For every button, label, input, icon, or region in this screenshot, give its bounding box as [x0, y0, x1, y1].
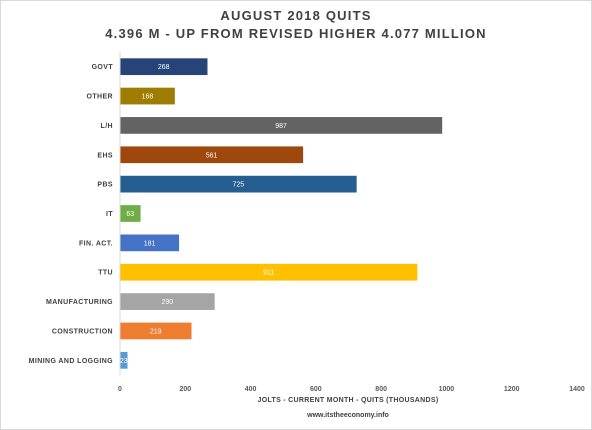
category-label: OTHER — [87, 94, 114, 101]
category-label: MANUFACTURING — [46, 299, 113, 306]
category-labels: GOVT OTHER L/H EHS PBS IT FIN. ACT. TTU MANUFACT… — [29, 64, 114, 365]
data-labels: 268 168 987 561 725 63 181 911 290 219 23 — [120, 64, 287, 365]
bar-value-label: 63 — [126, 211, 134, 218]
chart-subtitle: 4.396 M - UP FROM REVISED HIGHER 4.077 M… — [105, 26, 487, 41]
chart-title: AUGUST 2018 QUITS — [220, 8, 372, 23]
category-label: TTU — [98, 270, 113, 277]
category-label: FIN. ACT. — [79, 240, 113, 247]
x-tick-label: 1200 — [504, 386, 520, 393]
bar-ttu — [120, 263, 418, 281]
bar-value-label: 168 — [142, 94, 154, 101]
bar-l-h — [120, 117, 443, 134]
category-label: MINING AND LOGGING — [29, 358, 113, 365]
bar-other — [120, 87, 175, 105]
bar-value-label: 23 — [120, 358, 128, 365]
x-tick-label: 200 — [179, 386, 191, 393]
x-tick-label: 1400 — [569, 386, 585, 393]
source-url: www.itstheeconomy.info — [307, 412, 389, 419]
x-tick-label: 400 — [245, 386, 257, 393]
bar-value-label: 290 — [161, 299, 173, 306]
category-label: L/H — [101, 123, 113, 130]
bar-value-label: 987 — [275, 123, 287, 130]
bar-it — [120, 205, 141, 222]
category-label: EHS — [97, 152, 113, 159]
bar-manufacturing — [120, 293, 215, 310]
bar-value-label: 911 — [263, 270, 274, 277]
category-label: PBS — [97, 182, 113, 189]
bar-value-label: 561 — [206, 152, 218, 159]
bar-mining-and-logging — [120, 351, 128, 369]
bars-group — [120, 58, 443, 369]
category-label: GOVT — [92, 64, 114, 71]
x-axis-title: JOLTS - CURRENT MONTH - QUITS (THOUSANDS… — [257, 397, 439, 404]
category-label: IT — [106, 211, 113, 218]
x-tick-label: 1000 — [439, 386, 455, 393]
x-tick-label: 600 — [310, 386, 322, 393]
bar-value-label: 181 — [144, 240, 156, 247]
bar-ehs — [120, 146, 304, 164]
bar-value-label: 219 — [150, 328, 162, 335]
x-axis-ticks: 0 200 400 600 800 1000 1200 1400 — [118, 386, 585, 393]
bar-value-label: 725 — [232, 182, 244, 189]
category-label: CONSTRUCTION — [52, 328, 113, 335]
bar-construction — [120, 322, 192, 340]
x-tick-label: 800 — [375, 386, 387, 393]
bar-govt — [120, 58, 208, 76]
bar-fin-act — [120, 234, 180, 252]
bar-pbs — [120, 175, 357, 193]
bar-value-label: 268 — [158, 64, 170, 71]
x-tick-label: 0 — [118, 386, 122, 393]
